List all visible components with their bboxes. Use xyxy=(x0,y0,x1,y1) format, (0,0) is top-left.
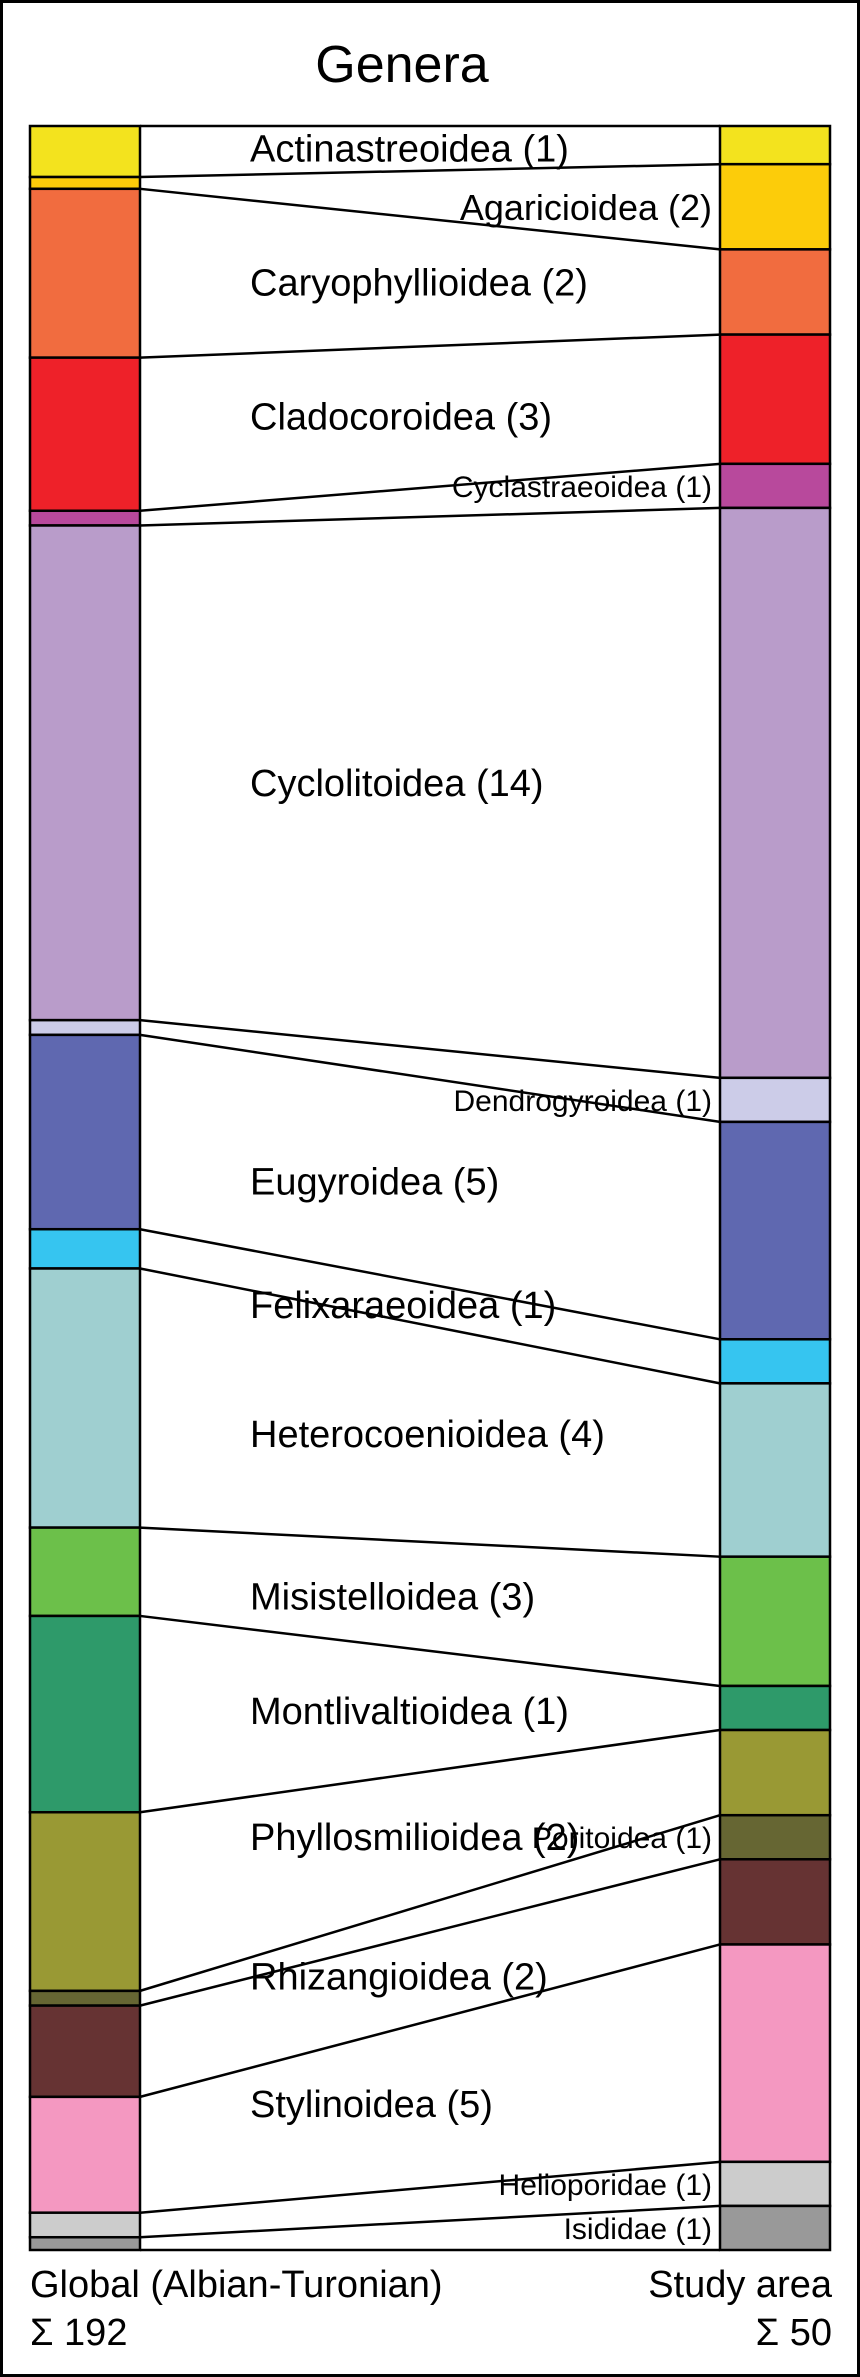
label-cladocoroidea: Cladocoroidea (3) xyxy=(250,397,552,439)
study-segment-agaricioidea xyxy=(718,162,832,251)
label-dendrogyroidea: Dendrogyroidea (1) xyxy=(454,1085,712,1118)
global-total-label: Σ 192 xyxy=(30,2312,127,2354)
study-segment-caryophyllioidea xyxy=(718,248,832,336)
chart-title: Genera xyxy=(315,36,489,94)
label-isididae: Isididae (1) xyxy=(564,2213,712,2246)
global-segment-poritoidea xyxy=(28,1989,142,2007)
global-segment-misistelloidea xyxy=(28,1526,142,1618)
connector-line xyxy=(139,1267,721,1385)
study-segment-stylinoidea xyxy=(718,1943,832,2164)
label-helioporidae: Helioporidae (1) xyxy=(499,2169,712,2202)
global-segment-helioporidae xyxy=(28,2211,142,2239)
global-segment-montlivaltioidea xyxy=(28,1614,142,1814)
label-rhizangioidea: Rhizangioidea (2) xyxy=(250,1957,548,1999)
global-column-label: Global (Albian-Turonian) xyxy=(30,2264,443,2306)
category-labels: Actinastreoidea (1) Agaricioidea (2) Caryo… xyxy=(250,128,712,2246)
study-segment-dendrogyroidea xyxy=(718,1076,832,1124)
connector-line xyxy=(139,2160,721,2214)
study-segment-felixaraeoidea xyxy=(718,1338,832,1385)
study-segment-helioporidae xyxy=(718,2160,832,2208)
global-column xyxy=(28,124,142,2252)
label-phyllosmilioidea: Phyllosmilioidea (2) xyxy=(250,1817,579,1859)
study-segment-cladocoroidea xyxy=(718,333,832,466)
study-segment-isididae xyxy=(718,2204,832,2252)
connector-line xyxy=(139,1814,721,1993)
study-segment-poritoidea xyxy=(718,1813,832,1861)
global-segment-cyclolitoidea xyxy=(28,524,142,1022)
global-segment-isididae xyxy=(28,2235,142,2252)
label-agaricioidea: Agaricioidea (2) xyxy=(460,187,712,228)
label-montlivaltioidea: Montlivaltioidea (1) xyxy=(250,1691,569,1733)
study-segment-montlivaltioidea xyxy=(718,1684,832,1732)
global-segment-actinastreoidea xyxy=(28,124,142,179)
label-eugyroidea: Eugyroidea (5) xyxy=(250,1161,499,1203)
global-segment-dendrogyroidea xyxy=(28,1018,142,1037)
global-segment-eugyroidea xyxy=(28,1033,142,1231)
global-segment-phyllosmilioidea xyxy=(28,1810,142,1993)
label-heterocoenioidea: Heterocoenioidea (4) xyxy=(250,1414,605,1456)
global-segment-cladocoroidea xyxy=(28,356,142,513)
connector-line xyxy=(139,1943,721,2099)
study-area-column xyxy=(718,124,832,2252)
connector-line xyxy=(139,1728,721,1814)
study-segment-misistelloidea xyxy=(718,1555,832,1688)
connector-line xyxy=(139,2204,721,2239)
study-segment-cyclastraeoidea xyxy=(718,462,832,510)
study-segment-cyclolitoidea xyxy=(718,506,832,1080)
label-cyclastraeoidea: Cyclastraeoidea (1) xyxy=(452,471,712,504)
study-segment-eugyroidea xyxy=(718,1120,832,1341)
label-stylinoidea: Stylinoidea (5) xyxy=(250,2084,493,2126)
global-segment-cyclastraeoidea xyxy=(28,509,142,527)
connector-line xyxy=(139,162,721,179)
connector-line xyxy=(139,1018,721,1080)
connector-lines xyxy=(139,124,721,2252)
label-caryophyllioidea: Caryophyllioidea (2) xyxy=(250,263,588,305)
label-poritoidea: Poritoidea (1) xyxy=(532,1822,712,1855)
connector-line xyxy=(139,1858,721,2007)
study-column-label: Study area xyxy=(648,2264,833,2306)
label-felixaraeoidea: Felixaraeoidea (1) xyxy=(250,1285,556,1327)
connector-line xyxy=(139,1033,721,1124)
connector-line xyxy=(139,1227,721,1341)
study-segment-rhizangioidea xyxy=(718,1858,832,1946)
connector-line xyxy=(139,506,721,527)
global-segment-agaricioidea xyxy=(28,175,142,191)
study-segment-heterocoenioidea xyxy=(718,1382,832,1558)
label-actinastreoidea: Actinastreoidea (1) xyxy=(250,128,569,170)
connector-line xyxy=(139,187,721,251)
global-segment-caryophyllioidea xyxy=(28,187,142,359)
connector-line xyxy=(139,462,721,513)
connector-line xyxy=(139,1526,721,1558)
study-segment-phyllosmilioidea xyxy=(718,1728,832,1817)
global-segment-felixaraeoidea xyxy=(28,1227,142,1270)
label-misistelloidea: Misistelloidea (3) xyxy=(250,1577,535,1619)
global-segment-rhizangioidea xyxy=(28,2004,142,2099)
connector-line xyxy=(139,1614,721,1688)
study-total-label: Σ 50 xyxy=(756,2312,832,2354)
connector-line xyxy=(139,333,721,359)
global-segment-stylinoidea xyxy=(28,2095,142,2214)
global-segment-heterocoenioidea xyxy=(28,1267,142,1529)
study-segment-actinastreoidea xyxy=(718,124,832,166)
label-cyclolitoidea: Cyclolitoidea (14) xyxy=(250,763,544,805)
